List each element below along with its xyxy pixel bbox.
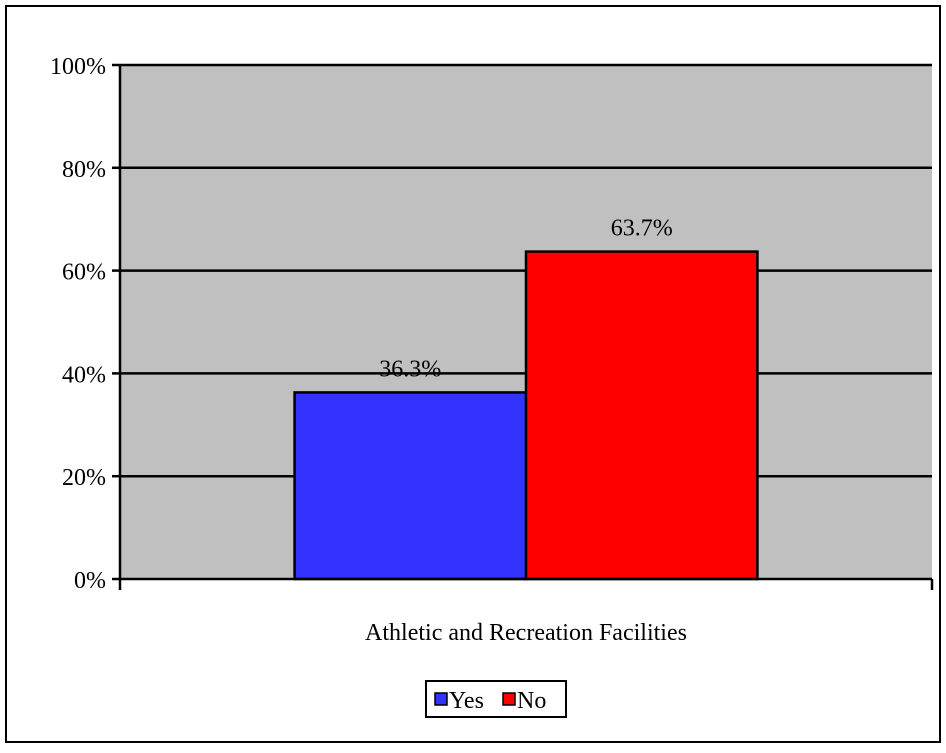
- legend-label-no: No: [517, 688, 546, 714]
- y-tick-label: 80%: [62, 157, 106, 183]
- data-label-no: 63.7%: [611, 216, 673, 242]
- bars: [293, 250, 759, 581]
- axes: [112, 63, 934, 590]
- y-tick-label: 100%: [50, 54, 106, 80]
- y-tick-label: 60%: [62, 260, 106, 286]
- y-tick-label: 40%: [62, 362, 106, 388]
- y-tick-label: 0%: [74, 568, 106, 594]
- legend: Yes No: [425, 680, 567, 718]
- legend-swatch-yes: [434, 692, 448, 706]
- legend-label-yes: Yes: [449, 688, 484, 714]
- legend-box: [425, 680, 567, 718]
- labels: 36.3% 63.7% Athletic and Recreation Facili…: [50, 54, 687, 646]
- y-tick-label: 20%: [62, 465, 106, 491]
- x-tick-label: Athletic and Recreation Facilities: [365, 620, 687, 646]
- legend-swatch-no: [502, 692, 516, 706]
- bar-no: [524, 250, 759, 581]
- data-label-yes: 36.3%: [379, 356, 441, 382]
- bar-yes: [293, 391, 528, 581]
